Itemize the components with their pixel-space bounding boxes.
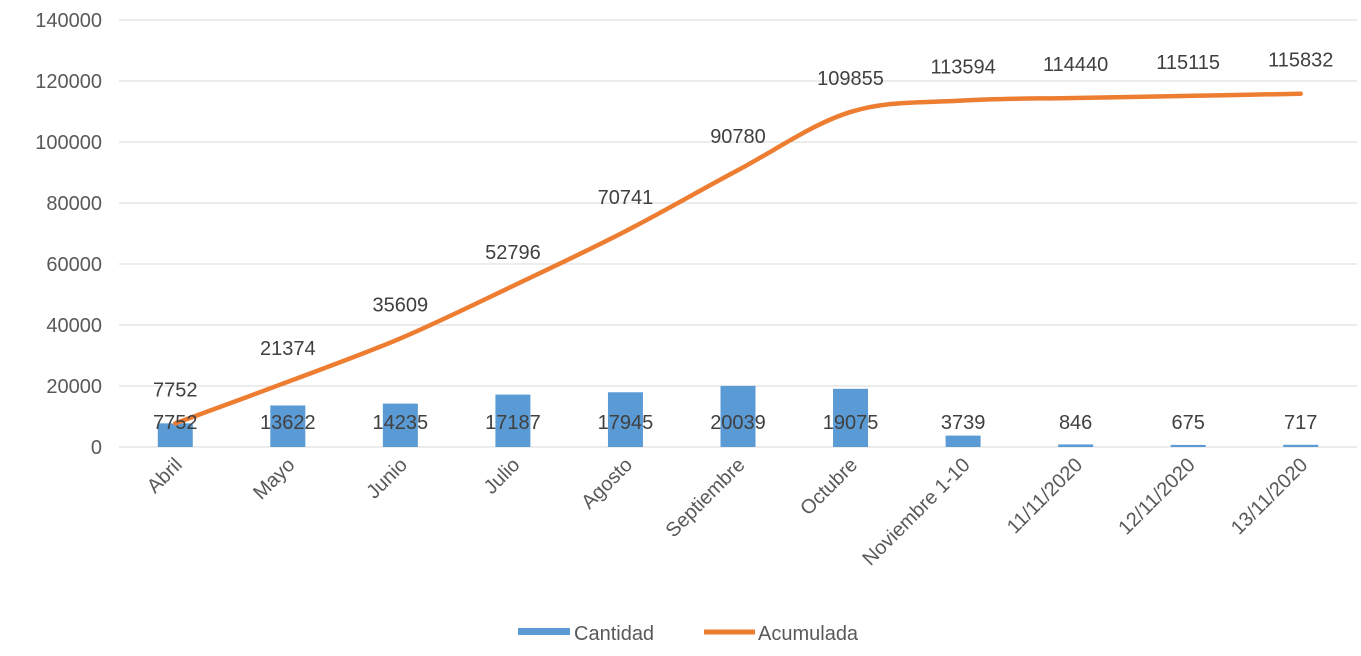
line-data-label: 115115 [1156,52,1220,74]
bar-series-cantidad [157,385,1319,447]
bar-data-label: 13622 [260,412,316,434]
x-tick-label: 12/11/2020 [1114,454,1199,539]
line-series-acumulada [173,91,1303,426]
gridlines [119,19,1357,448]
y-tick-label: 140000 [35,10,102,32]
bar-data-label: 17945 [598,412,654,434]
y-tick-label: 0 [91,437,102,459]
y-tick-label: 100000 [35,132,102,154]
line-data-labels: 7752 21374 35609 52796 70741 90780 109855 11359… [153,50,1333,402]
line-data-label: 35609 [373,294,429,316]
bar-data-labels: 7752 13622 14235 17187 17945 20039 19075 3739 84… [153,412,1317,434]
bar [607,392,643,447]
x-tick-label: Julio [480,454,525,499]
bar [1058,444,1094,447]
x-tick-label: 11/11/2020 [1003,454,1087,538]
legend-swatch-cantidad [518,628,570,635]
line-data-label: 90780 [710,126,766,148]
line-data-label: 7752 [153,379,198,401]
bar [495,394,531,447]
y-tick-label: 60000 [46,254,102,276]
bar [833,388,869,447]
x-axis-tick-labels: Abril Mayo Junio Julio Agosto Septiembre Octub… [143,454,1312,570]
x-tick-label: 13/11/2020 [1227,454,1312,539]
line-data-label: 109855 [817,68,884,90]
x-tick-label: Octubre [796,454,862,520]
line-data-label: 115832 [1268,50,1333,72]
bar-data-label: 20039 [710,412,766,434]
legend-label-acumulada: Acumulada [758,623,859,645]
y-tick-label: 20000 [46,376,102,398]
y-tick-label: 120000 [35,71,102,93]
y-tick-label: 80000 [46,193,102,215]
x-tick-label: Junio [363,454,412,503]
bar [1283,444,1319,447]
bar-data-label: 3739 [941,412,986,434]
line-data-label: 114440 [1043,54,1108,76]
bar [945,435,981,447]
bar [720,385,756,447]
bar-data-label: 717 [1284,412,1317,434]
bar-data-label: 19075 [823,412,879,434]
legend: Cantidad Acumulada [518,623,859,645]
bar [270,405,306,447]
bar-data-label: 17187 [485,412,541,434]
x-tick-label: Abril [143,454,187,498]
y-tick-label: 40000 [46,315,102,337]
bar [157,423,193,447]
bar-data-label: 675 [1171,412,1204,434]
line-data-label: 21374 [260,338,316,360]
bar-data-label: 7752 [153,412,198,434]
bar [382,403,418,447]
y-axis-tick-labels: 0 20000 40000 60000 80000 100000 120000 140000 [35,10,102,459]
line-data-label: 52796 [485,242,541,264]
x-tick-label: Mayo [249,454,299,504]
bar-data-label: 846 [1059,412,1092,434]
x-tick-label: Septiembre [662,454,750,542]
legend-label-cantidad: Cantidad [574,623,654,645]
line-path [173,91,1303,426]
line-data-label: 113594 [930,57,995,79]
bar-data-label: 14235 [373,412,429,434]
x-tick-label: Agosto [577,454,637,514]
x-tick-label: Noviembre 1-10 [858,454,974,570]
bar [1170,444,1206,447]
line-data-label: 70741 [598,187,654,209]
